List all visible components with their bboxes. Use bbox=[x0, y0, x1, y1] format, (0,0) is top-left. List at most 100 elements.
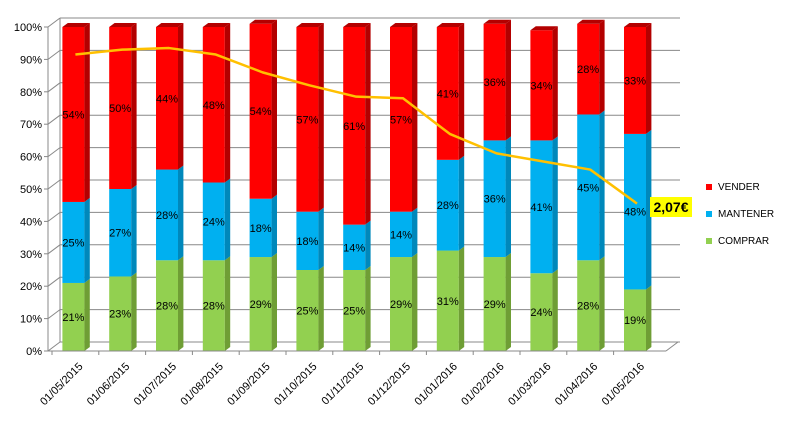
data-label: 14% bbox=[343, 242, 365, 254]
bar-front bbox=[249, 198, 272, 258]
y-tick-label: 100% bbox=[14, 22, 42, 34]
bar-front bbox=[624, 133, 646, 290]
legend-item-mantener: MANTENER bbox=[706, 207, 774, 221]
y-tick-label: 30% bbox=[20, 249, 42, 261]
bar-front bbox=[483, 257, 506, 351]
bar-segment-mantener bbox=[249, 194, 277, 258]
bar-side bbox=[458, 155, 465, 251]
bar-side bbox=[318, 22, 324, 212]
bar-side bbox=[365, 22, 371, 225]
data-label: 28% bbox=[203, 301, 225, 313]
data-label: 18% bbox=[296, 236, 318, 248]
legend-label-comprar: COMPRAR bbox=[718, 235, 770, 247]
bar-side bbox=[646, 129, 652, 290]
bar-front bbox=[202, 27, 225, 183]
bar-side bbox=[84, 278, 90, 351]
bar-segment-vender bbox=[62, 22, 90, 202]
data-label: 57% bbox=[390, 114, 412, 126]
bar-top bbox=[530, 26, 558, 31]
legend-swatch-comprar bbox=[706, 238, 712, 244]
bar-segment-vender bbox=[296, 22, 324, 212]
bar-segment-vender bbox=[436, 22, 465, 160]
bar-front bbox=[202, 182, 225, 261]
bar-front bbox=[483, 23, 506, 141]
gridline-side bbox=[47, 309, 61, 320]
bar-top bbox=[483, 19, 511, 24]
bar-front bbox=[62, 27, 85, 202]
bar-side bbox=[365, 220, 371, 270]
gridline-side bbox=[47, 114, 61, 125]
data-label: 18% bbox=[250, 223, 272, 235]
bar-side bbox=[131, 22, 137, 190]
data-label: 50% bbox=[109, 103, 131, 115]
bar-segment-mantener bbox=[436, 155, 465, 251]
bar-side bbox=[412, 252, 418, 351]
bar-top bbox=[109, 22, 137, 27]
data-label: 29% bbox=[390, 299, 412, 311]
bar-front bbox=[343, 224, 366, 270]
y-tick-label: 20% bbox=[20, 281, 42, 293]
bar-segment-comprar bbox=[249, 252, 277, 351]
data-label: 54% bbox=[62, 109, 84, 121]
x-tick-label: 01/03/2016 bbox=[506, 361, 553, 408]
bar-side bbox=[271, 194, 277, 258]
bar-front bbox=[624, 289, 646, 351]
bar-segment-comprar bbox=[577, 256, 605, 351]
bar-top bbox=[624, 22, 652, 27]
data-label: 44% bbox=[156, 93, 178, 105]
bar-front bbox=[483, 140, 506, 258]
data-label: 36% bbox=[484, 194, 506, 206]
x-tick-label: 01/05/2015 bbox=[38, 361, 85, 408]
bar-segment-vender bbox=[390, 22, 418, 212]
bar-side bbox=[271, 252, 277, 351]
bar-front bbox=[62, 282, 85, 351]
bar-side bbox=[599, 19, 605, 115]
bar-side bbox=[552, 136, 558, 274]
data-labels: 21% 25% 54% 23% 27% 50% 28% 28% 44% 28% 24% 48% 29% 1… bbox=[62, 64, 646, 327]
y-tick-label: 0% bbox=[26, 346, 42, 358]
bar-segment-mantener bbox=[109, 184, 137, 277]
data-label: 21% bbox=[62, 312, 84, 324]
bar-front bbox=[390, 27, 412, 212]
bar-front bbox=[577, 114, 600, 261]
bar-segment-mantener bbox=[390, 207, 418, 258]
bar-top bbox=[156, 22, 184, 27]
data-label: 48% bbox=[624, 207, 646, 219]
data-label: 48% bbox=[203, 100, 225, 112]
bar-side bbox=[131, 272, 137, 351]
bar-segment-mantener bbox=[296, 207, 324, 270]
bar-side bbox=[84, 197, 90, 283]
gridline-side bbox=[47, 82, 61, 93]
gridline-side bbox=[47, 50, 61, 60]
bar-front bbox=[343, 27, 366, 225]
bar-front bbox=[296, 27, 319, 212]
bar-side bbox=[505, 252, 511, 351]
legend: VENDER MANTENER COMPRAR bbox=[706, 180, 774, 261]
bar-side bbox=[458, 22, 465, 160]
bar-segment-mantener bbox=[62, 197, 90, 283]
data-label: 28% bbox=[577, 64, 599, 76]
x-tick-label: 01/04/2016 bbox=[553, 361, 600, 408]
bar-front bbox=[109, 276, 132, 351]
trend-line bbox=[75, 46, 638, 205]
bar-front bbox=[436, 27, 459, 160]
bar-front bbox=[62, 201, 85, 283]
bar-segment-comprar bbox=[62, 278, 90, 351]
bar-segment-comprar bbox=[202, 256, 231, 351]
bar-side bbox=[505, 136, 511, 258]
data-label: 28% bbox=[156, 210, 178, 222]
data-label: 57% bbox=[296, 114, 318, 126]
data-label: 14% bbox=[390, 229, 412, 241]
bar-top bbox=[436, 22, 465, 27]
bar-segment-comprar bbox=[156, 256, 184, 351]
floor-right-edge bbox=[665, 341, 679, 352]
data-label: 28% bbox=[437, 200, 459, 212]
data-label: 25% bbox=[343, 306, 365, 318]
bar-side bbox=[178, 165, 184, 261]
bar-segment-vender bbox=[530, 26, 558, 141]
data-label: 23% bbox=[109, 309, 131, 321]
bar-side bbox=[646, 285, 652, 351]
x-tick-label: 01/05/2016 bbox=[600, 361, 647, 408]
data-label: 54% bbox=[250, 106, 272, 118]
bar-front bbox=[296, 211, 319, 270]
